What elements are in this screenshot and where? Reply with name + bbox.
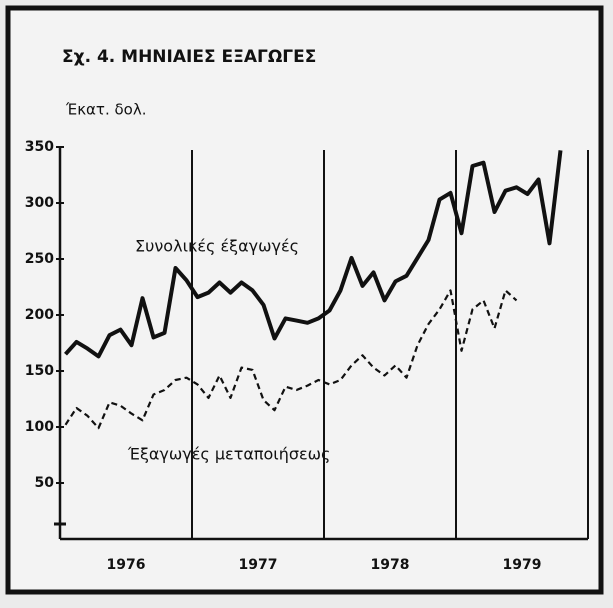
y-tick-label: 150: [25, 363, 54, 379]
x-tick-label: 1976: [107, 557, 146, 573]
series-line: [64, 150, 563, 359]
x-tick-label: 1979: [503, 557, 542, 573]
annotation: Έξαγωγές μεταποιήσεως: [127, 445, 330, 464]
frame: [5, 5, 604, 595]
y-tick-label: 300: [25, 195, 54, 211]
y-axis-label: Έκατ. δολ.: [65, 101, 147, 119]
annotation: Συνολικές έξαγωγές: [135, 237, 299, 256]
chart-title: Σχ. 4. ΜΗΝΙΑΙΕΣ ΕΞΑΓΩΓΕΣ: [62, 47, 316, 67]
y-tick-label: 200: [25, 307, 54, 323]
y-tick-label: 250: [25, 251, 54, 267]
y-tick-label: 100: [25, 419, 54, 435]
x-tick-label: 1977: [239, 557, 278, 573]
y-tick-label: 50: [35, 475, 55, 491]
y-tick-label: 350: [25, 139, 54, 155]
x-tick-label: 1978: [371, 557, 410, 573]
series-line: [64, 289, 518, 430]
